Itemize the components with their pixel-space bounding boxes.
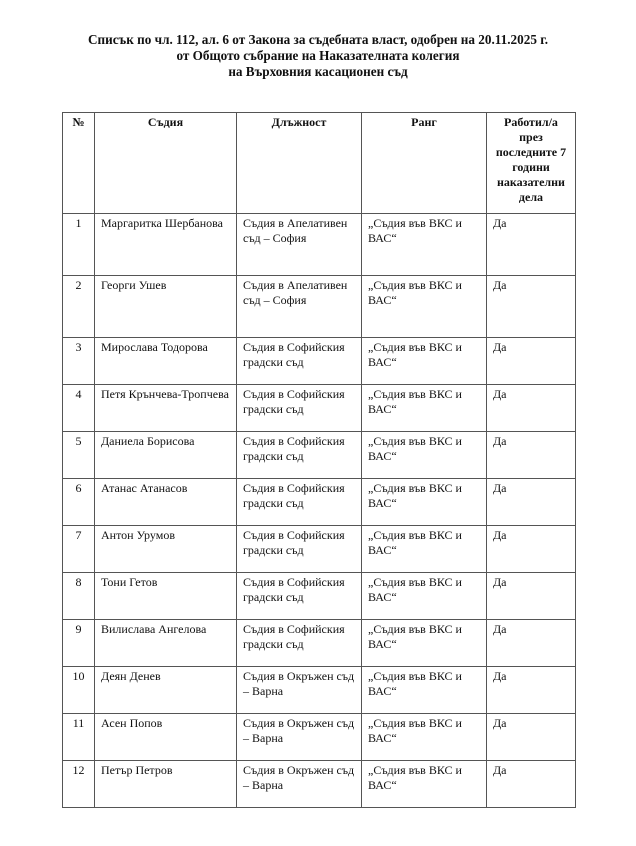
- worked-criminal-cases: Да: [486, 666, 576, 714]
- table-row: 10 Деян Денев Съдия в Окръжен съд – Варна „…: [62, 666, 576, 714]
- table-row: 7 Антон Урумов Съдия в Софийския градски с…: [62, 525, 576, 573]
- header-judge: Съдия: [94, 112, 237, 214]
- table-row: 3 Мирослава Тодорова Съдия в Софийския гра…: [62, 337, 576, 385]
- worked-criminal-cases: Да: [486, 760, 576, 808]
- judge-rank: „Съдия във ВКС и ВАС“: [361, 275, 487, 338]
- row-number: 3: [62, 337, 95, 385]
- worked-criminal-cases: Да: [486, 713, 576, 761]
- judge-name: Даниела Борисова: [94, 431, 237, 479]
- judge-rank: „Съдия във ВКС и ВАС“: [361, 760, 487, 808]
- judge-position: Съдия в Софийския градски съд: [236, 431, 362, 479]
- judge-name: Деян Денев: [94, 666, 237, 714]
- judge-position: Съдия в Софийския градски съд: [236, 337, 362, 385]
- row-number: 4: [62, 384, 95, 432]
- row-number: 9: [62, 619, 95, 667]
- header-number: №: [62, 112, 95, 214]
- judge-name: Антон Урумов: [94, 525, 237, 573]
- judge-name: Петя Крънчева-Тропчева: [94, 384, 237, 432]
- document-title: Списък по чл. 112, ал. 6 от Закона за съ…: [0, 32, 636, 80]
- judge-name: Асен Попов: [94, 713, 237, 761]
- judge-rank: „Съдия във ВКС и ВАС“: [361, 478, 487, 526]
- worked-criminal-cases: Да: [486, 337, 576, 385]
- title-line-3: на Върховния касационен съд: [228, 64, 408, 79]
- judge-rank: „Съдия във ВКС и ВАС“: [361, 337, 487, 385]
- judge-position: Съдия в Софийския градски съд: [236, 572, 362, 620]
- judge-position: Съдия в Окръжен съд – Варна: [236, 760, 362, 808]
- judge-position: Съдия в Софийския градски съд: [236, 478, 362, 526]
- row-number: 7: [62, 525, 95, 573]
- worked-criminal-cases: Да: [486, 431, 576, 479]
- judge-name: Петър Петров: [94, 760, 237, 808]
- header-position: Длъжност: [236, 112, 362, 214]
- judge-rank: „Съдия във ВКС и ВАС“: [361, 384, 487, 432]
- judge-position: Съдия в Окръжен съд – Варна: [236, 666, 362, 714]
- judge-position: Съдия в Софийския градски съд: [236, 384, 362, 432]
- row-number: 1: [62, 213, 95, 276]
- worked-criminal-cases: Да: [486, 478, 576, 526]
- judge-name: Вилислава Ангелова: [94, 619, 237, 667]
- judge-rank: „Съдия във ВКС и ВАС“: [361, 572, 487, 620]
- table-row: 11 Асен Попов Съдия в Окръжен съд – Варна „…: [62, 713, 576, 761]
- table-row: 4 Петя Крънчева-Тропчева Съдия в Софийския…: [62, 384, 576, 432]
- judge-position: Съдия в Софийския градски съд: [236, 525, 362, 573]
- judge-name: Маргаритка Шербанова: [94, 213, 237, 276]
- row-number: 12: [62, 760, 95, 808]
- table-row: 8 Тони Гетов Съдия в Софийския градски съд…: [62, 572, 576, 620]
- judges-table: № Съдия Длъжност Ранг Работил/а през пос…: [62, 112, 576, 808]
- judge-rank: „Съдия във ВКС и ВАС“: [361, 525, 487, 573]
- judge-rank: „Съдия във ВКС и ВАС“: [361, 213, 487, 276]
- judge-name: Атанас Атанасов: [94, 478, 237, 526]
- worked-criminal-cases: Да: [486, 275, 576, 338]
- judge-position: Съдия в Апелативен съд – София: [236, 213, 362, 276]
- judge-name: Тони Гетов: [94, 572, 237, 620]
- row-number: 2: [62, 275, 95, 338]
- worked-criminal-cases: Да: [486, 384, 576, 432]
- worked-criminal-cases: Да: [486, 572, 576, 620]
- judge-rank: „Съдия във ВКС и ВАС“: [361, 619, 487, 667]
- worked-criminal-cases: Да: [486, 619, 576, 667]
- title-line-1: Списък по чл. 112, ал. 6 от Закона за съ…: [87, 32, 549, 47]
- table-header-row: № Съдия Длъжност Ранг Работил/а през пос…: [62, 112, 576, 214]
- judge-name: Георги Ушев: [94, 275, 237, 338]
- header-worked-criminal-cases: Работил/а през последните 7 години наказ…: [486, 112, 576, 214]
- row-number: 11: [62, 713, 95, 761]
- judge-position: Съдия в Апелативен съд – София: [236, 275, 362, 338]
- row-number: 8: [62, 572, 95, 620]
- table-row: 1 Маргаритка Шербанова Съдия в Апелативен …: [62, 213, 576, 276]
- table-row: 2 Георги Ушев Съдия в Апелативен съд – Соф…: [62, 275, 576, 338]
- header-rank: Ранг: [361, 112, 487, 214]
- judge-rank: „Съдия във ВКС и ВАС“: [361, 713, 487, 761]
- worked-criminal-cases: Да: [486, 213, 576, 276]
- judge-position: Съдия в Окръжен съд – Варна: [236, 713, 362, 761]
- table-row: 6 Атанас Атанасов Съдия в Софийския градск…: [62, 478, 576, 526]
- judge-name: Мирослава Тодорова: [94, 337, 237, 385]
- row-number: 6: [62, 478, 95, 526]
- judge-rank: „Съдия във ВКС и ВАС“: [361, 431, 487, 479]
- judge-position: Съдия в Софийския градски съд: [236, 619, 362, 667]
- row-number: 10: [62, 666, 95, 714]
- worked-criminal-cases: Да: [486, 525, 576, 573]
- row-number: 5: [62, 431, 95, 479]
- judge-rank: „Съдия във ВКС и ВАС“: [361, 666, 487, 714]
- table-row: 9 Вилислава Ангелова Съдия в Софийския гра…: [62, 619, 576, 667]
- table-row: 5 Даниела Борисова Съдия в Софийския градс…: [62, 431, 576, 479]
- table-row: 12 Петър Петров Съдия в Окръжен съд – Варн…: [62, 760, 576, 808]
- title-line-2: от Общото събрание на Наказателната коле…: [176, 48, 460, 63]
